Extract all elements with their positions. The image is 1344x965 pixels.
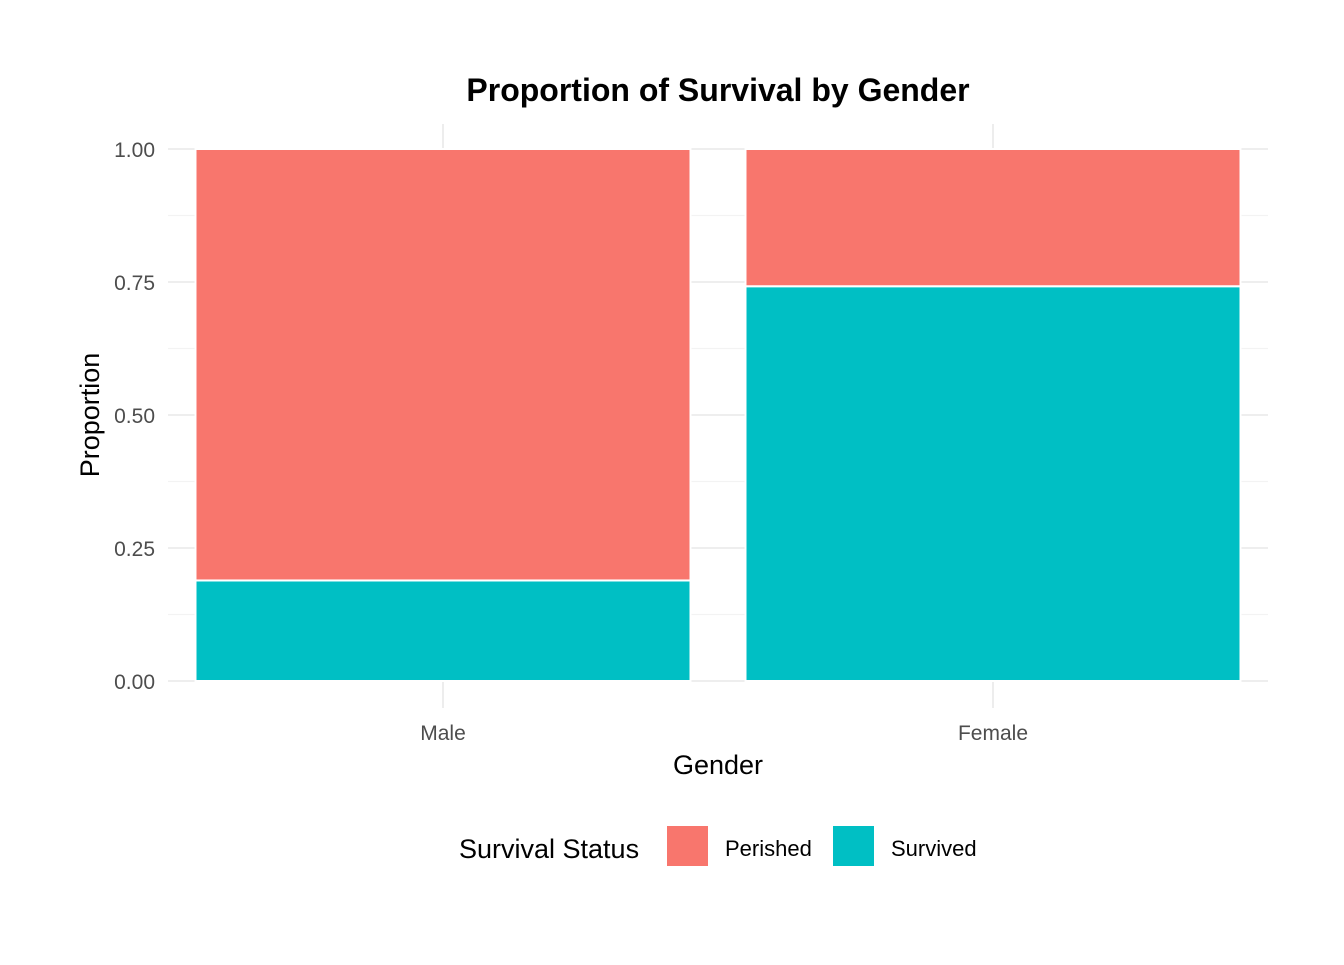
y-tick-label: 0.50 (114, 405, 155, 428)
y-tick-label: 0.25 (114, 538, 155, 561)
axes: 0.00 0.25 0.50 0.75 1.00 Male Female (114, 139, 1028, 745)
x-tick-label: Male (420, 722, 466, 745)
bar-perished-male (194, 148, 692, 582)
legend-label-survived: Survived (891, 836, 977, 861)
bars (194, 148, 1242, 683)
legend-key-perished (667, 826, 708, 866)
legend-key-survived (833, 826, 874, 866)
bar-perished-female (744, 148, 1242, 288)
legend-label-perished: Perished (725, 836, 812, 861)
bar-survived-female (744, 285, 1242, 682)
chart-title: Proportion of Survival by Gender (466, 72, 969, 108)
legend-title: Survival Status (459, 834, 639, 864)
y-axis-label: Proportion (75, 353, 105, 478)
x-axis-label: Gender (673, 750, 763, 780)
legend: Survival Status Perished Survived (459, 826, 977, 866)
bar-survived-male (194, 579, 692, 683)
y-tick-label: 0.75 (114, 272, 155, 295)
x-tick-label: Female (958, 722, 1028, 745)
y-tick-label: 1.00 (114, 139, 155, 162)
y-tick-label: 0.00 (114, 671, 155, 694)
